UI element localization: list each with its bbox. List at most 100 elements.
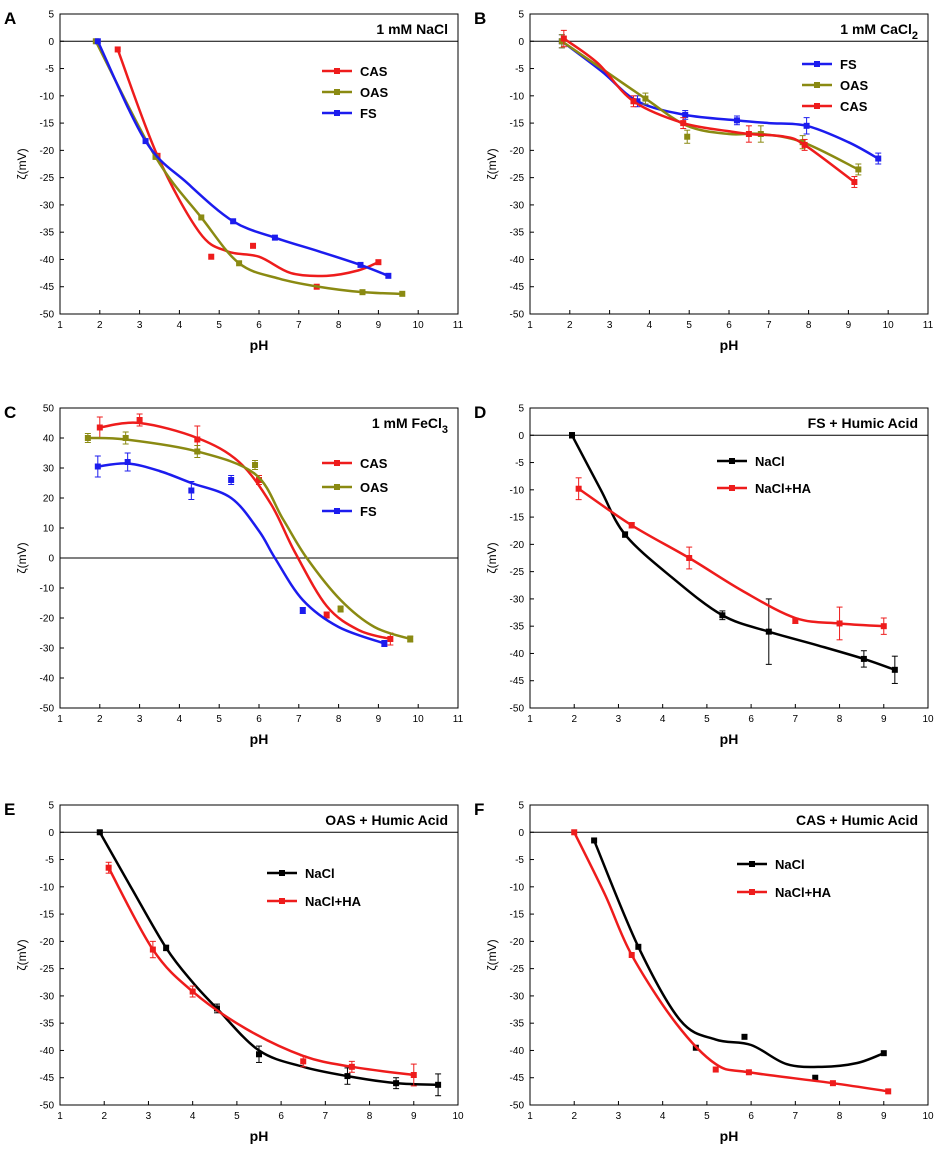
y-tick-label: 0	[518, 431, 524, 442]
x-tick-label: 2	[571, 714, 577, 725]
data-point	[359, 289, 366, 296]
legend-swatch-marker	[334, 460, 340, 466]
x-tick-label: 7	[296, 714, 302, 725]
x-tick-label: 8	[367, 1111, 373, 1122]
x-tick-label: 3	[146, 1111, 152, 1122]
data-point	[236, 260, 243, 267]
legend-item: OAS	[322, 85, 389, 100]
x-tick-label: 10	[922, 1111, 934, 1122]
x-tick-label: 7	[793, 714, 799, 725]
chart-title-text: 1 mM FeCl	[372, 415, 442, 431]
data-point	[122, 435, 129, 441]
data-point	[385, 272, 392, 279]
x-tick-label: 10	[883, 320, 895, 331]
legend-swatch-marker	[749, 861, 755, 867]
data-point	[105, 864, 112, 871]
y-tick-label: 5	[518, 404, 524, 415]
x-axis-label: pH	[720, 1128, 739, 1144]
x-tick-label: 5	[234, 1111, 240, 1122]
chart-title-text: 1 mM CaCl	[840, 21, 912, 37]
series-cas	[560, 29, 858, 188]
y-tick-label: -50	[40, 704, 55, 715]
legend-item: CAS	[322, 64, 388, 79]
series-line	[98, 831, 439, 1087]
data-point	[94, 463, 101, 470]
legend-swatch-marker	[334, 68, 340, 74]
y-tick-label: -15	[510, 119, 525, 130]
legend-label: NaCl	[775, 857, 805, 872]
chart-title-text: OAS + Humic Acid	[325, 812, 448, 828]
chart-title-text: 1 mM NaCl	[376, 21, 448, 37]
x-tick-label: 10	[452, 1111, 464, 1122]
legend-item: FS	[322, 504, 377, 519]
y-tick-label: -20	[510, 540, 525, 551]
data-point	[228, 477, 235, 483]
data-point	[635, 943, 642, 950]
y-tick-label: -20	[40, 614, 55, 625]
y-tick-label: -20	[40, 937, 55, 948]
y-tick-label: -45	[510, 282, 525, 293]
data-point	[851, 179, 858, 185]
legend-label: NaCl+HA	[775, 885, 832, 900]
y-tick-label: 5	[48, 10, 54, 21]
chart-panel-a: A 5 0 -5 -10 -15 -20 -25 -30 -35 -40 -45 -501 2 3 4 5 6 7 8…	[4, 9, 464, 353]
series-line	[570, 434, 896, 671]
data-point	[344, 1073, 351, 1080]
y-tick-label: -50	[510, 1101, 525, 1112]
x-tick-label: 6	[256, 320, 262, 331]
series-nacl-ha	[105, 861, 417, 1087]
x-tick-label: 3	[616, 714, 622, 725]
x-tick-label: 11	[453, 714, 464, 725]
legend-label: OAS	[360, 480, 389, 495]
x-tick-label: 5	[216, 320, 222, 331]
legend-swatch-marker	[334, 508, 340, 514]
legend-item: NaCl	[737, 857, 805, 872]
series-line	[107, 867, 414, 1077]
y-tick-label: -35	[40, 1019, 55, 1030]
data-point	[569, 432, 576, 439]
x-tick-label: 8	[837, 714, 843, 725]
data-point	[194, 436, 201, 443]
data-point	[591, 837, 598, 844]
y-tick-label: -45	[40, 282, 55, 293]
data-point	[803, 122, 810, 129]
legend-swatch-marker	[749, 889, 755, 895]
series-line	[87, 436, 411, 641]
x-tick-label: 4	[190, 1111, 196, 1122]
x-tick-label: 9	[846, 320, 852, 331]
y-tick-label: 0	[48, 828, 54, 839]
x-tick-label: 11	[923, 320, 934, 331]
y-tick-label: 0	[48, 37, 54, 48]
plot-frame	[529, 804, 929, 1106]
data-point	[630, 98, 637, 105]
y-tick-label: -30	[510, 200, 525, 211]
y-tick-label: -15	[510, 910, 525, 921]
y-tick-label: -30	[40, 644, 55, 655]
y-tick-label: -15	[510, 513, 525, 524]
data-point	[435, 1081, 442, 1088]
y-tick-label: -40	[510, 1046, 525, 1057]
y-tick-label: 0	[48, 554, 54, 565]
y-tick-label: 30	[43, 464, 55, 475]
x-tick-label: 5	[216, 714, 222, 725]
legend-label: NaCl	[755, 454, 785, 469]
series-line	[99, 421, 391, 641]
legend-swatch-marker	[729, 458, 735, 464]
series-line	[116, 49, 379, 278]
x-axis-label: pH	[250, 1128, 269, 1144]
chart-panel-f: F 5 0 -5 -10 -15 -20 -25 -30 -35 -40 -45 -501 2 3 4 5 6 7 8…	[474, 800, 934, 1144]
y-tick-label: -25	[40, 173, 55, 184]
data-point	[213, 1005, 220, 1012]
y-tick-label: -40	[40, 674, 55, 685]
y-tick-label: 40	[43, 434, 55, 445]
x-tick-label: 8	[336, 714, 342, 725]
y-tick-label: -50	[510, 704, 525, 715]
legend-item: FS	[802, 57, 857, 72]
x-axis-label: pH	[720, 731, 739, 747]
x-tick-label: 6	[256, 714, 262, 725]
y-tick-label: -15	[40, 119, 55, 130]
legend-swatch-marker	[334, 110, 340, 116]
data-point	[381, 640, 388, 647]
panel-label: C	[4, 403, 16, 422]
panel-label: E	[4, 800, 15, 819]
